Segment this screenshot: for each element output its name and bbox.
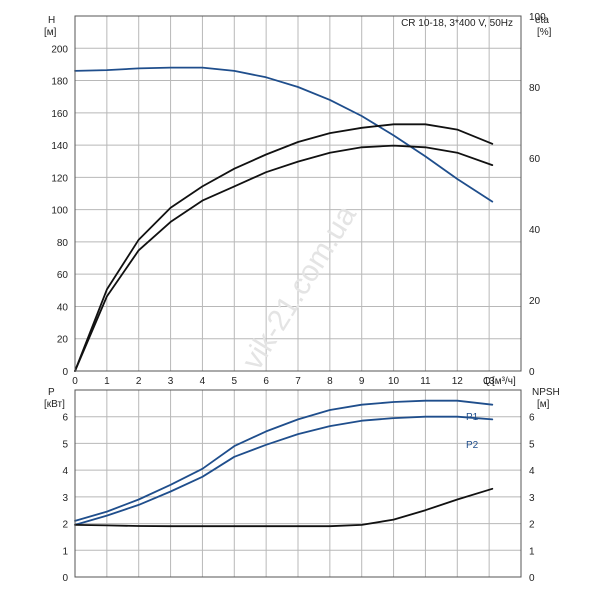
lower-left-tick-label: 3 — [62, 493, 68, 504]
chart-title: CR 10-18, 3*400 V, 50Hz — [401, 18, 513, 29]
lower-series-line-1 — [74, 415, 494, 526]
x-tick-label: 13 — [484, 376, 496, 387]
lower-right-tick-label: 5 — [529, 439, 535, 450]
upper-left-axis-unit: [м] — [44, 27, 57, 38]
upper-right-tick-label: 100 — [529, 12, 546, 23]
x-tick-label: 8 — [327, 376, 333, 387]
upper-left-axis-label: H — [48, 15, 55, 26]
x-tick-label: 3 — [168, 376, 174, 387]
upper-left-tick-label: 180 — [51, 77, 68, 88]
watermark-text: vik-21.com.ua — [236, 200, 363, 376]
upper-left-tick-label: 200 — [51, 44, 68, 55]
upper-left-tick-label: 140 — [51, 141, 68, 152]
x-tick-label: 0 — [72, 376, 78, 387]
lower-right-tick-label: 1 — [529, 546, 535, 557]
x-tick-label: 11 — [420, 376, 431, 387]
upper-left-tick-label: 0 — [62, 367, 68, 378]
upper-left-tick-label: 80 — [57, 238, 69, 249]
upper-chart-grid — [75, 16, 521, 371]
upper-right-axis-label: eta — [535, 15, 549, 26]
curve-series — [74, 66, 494, 528]
upper-series-line-0 — [74, 66, 494, 203]
lower-right-axis-label: NPSH — [532, 387, 560, 398]
lower-left-tick-label: 5 — [62, 439, 68, 450]
lower-left-axis-unit: [кВт] — [44, 399, 65, 410]
x-axis-unit: [м³/ч] — [492, 376, 516, 387]
upper-left-tick-label: 120 — [51, 173, 68, 184]
upper-right-tick-label: 40 — [529, 225, 541, 236]
lower-right-tick-label: 6 — [529, 413, 535, 424]
upper-plot-frame — [74, 15, 522, 372]
upper-right-tick-label: 0 — [529, 367, 535, 378]
upper-left-tick-label: 160 — [51, 109, 68, 120]
lower-left-tick-label: 4 — [62, 466, 68, 477]
x-tick-label: 6 — [263, 376, 269, 387]
lower-series-line-0 — [74, 399, 494, 522]
lower-right-axis-unit: [м] — [537, 399, 550, 410]
upper-right-tick-label: 20 — [529, 296, 541, 307]
lower-right-tick-label: 3 — [529, 493, 535, 504]
upper-left-tick-label: 20 — [57, 335, 69, 346]
x-tick-label: 12 — [452, 376, 464, 387]
x-tick-label: 4 — [200, 376, 206, 387]
x-tick-label: 1 — [104, 376, 110, 387]
upper-left-tick-label: 40 — [57, 302, 69, 313]
upper-series-line-2 — [74, 144, 494, 372]
x-tick-label: 7 — [295, 376, 301, 387]
x-tick-label: 9 — [359, 376, 365, 387]
upper-right-tick-label: 60 — [529, 154, 541, 165]
x-tick-label: 10 — [388, 376, 400, 387]
series-label-p2: P2 — [466, 440, 479, 451]
x-axis-label: Q — [483, 376, 491, 387]
upper-right-tick-label: 80 — [529, 83, 541, 94]
upper-left-tick-label: 100 — [51, 206, 68, 217]
lower-left-axis-label: P — [48, 387, 55, 398]
x-tick-label: 2 — [136, 376, 142, 387]
lower-left-tick-label: 1 — [62, 546, 68, 557]
lower-plot-frame — [74, 389, 522, 578]
lower-right-tick-label: 2 — [529, 520, 535, 531]
upper-series-line-1 — [74, 123, 494, 372]
upper-left-tick-label: 60 — [57, 270, 69, 281]
lower-left-tick-label: 2 — [62, 520, 68, 531]
upper-right-axis-unit: [%] — [537, 27, 552, 38]
tick-labels: 0204060801001201401601802000204060801000… — [51, 12, 546, 584]
lower-left-tick-label: 0 — [62, 573, 68, 584]
lower-chart-grid — [75, 390, 521, 577]
lower-right-tick-label: 4 — [529, 466, 535, 477]
series-label-p1: P1 — [466, 412, 479, 423]
lower-left-tick-label: 6 — [62, 413, 68, 424]
x-tick-label: 5 — [232, 376, 238, 387]
lower-series-line-2 — [74, 487, 494, 528]
lower-right-tick-label: 0 — [529, 573, 535, 584]
